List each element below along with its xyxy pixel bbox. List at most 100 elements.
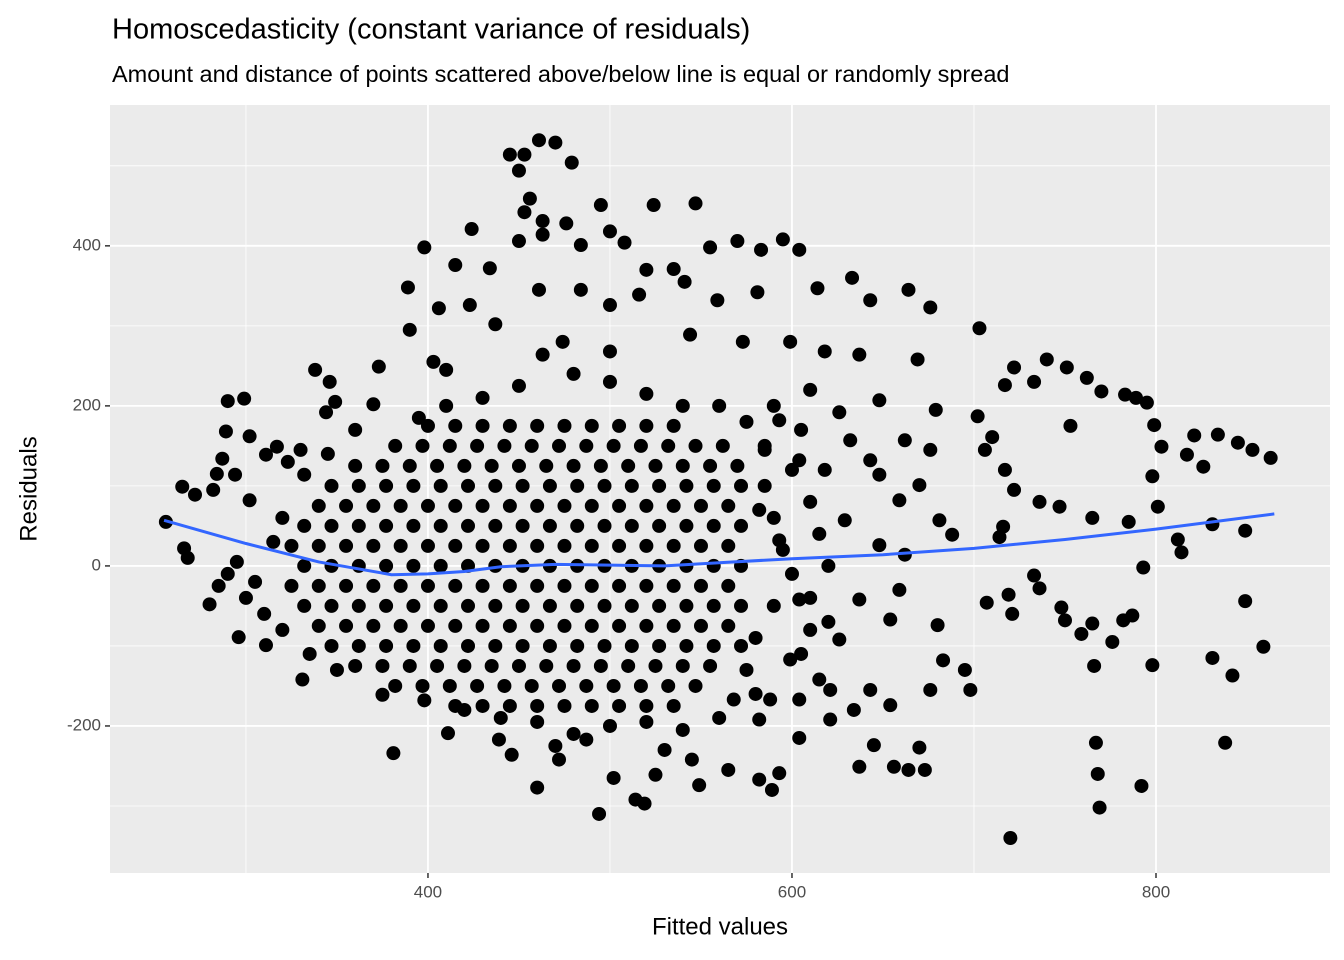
point [979,595,994,610]
point [883,698,898,713]
point [923,442,938,457]
point [502,418,517,433]
point [573,282,588,297]
point [679,518,694,533]
point [448,258,463,273]
point [351,638,366,653]
point [379,478,394,493]
point [209,466,224,481]
point [328,394,343,409]
point [511,378,526,393]
point [366,397,381,412]
point [812,526,827,541]
point [430,458,445,473]
point [897,433,912,448]
point [393,498,408,513]
point [639,386,654,401]
point [752,712,767,727]
point [923,682,938,697]
point [1174,545,1189,560]
point [417,240,432,255]
point [393,578,408,593]
point [817,462,832,477]
point [783,652,798,667]
point [557,418,572,433]
point [448,498,463,513]
point [566,726,581,741]
point [923,300,938,315]
point [293,442,308,457]
x-tick-label: 400 [414,882,442,901]
point [775,232,790,247]
point [846,702,861,717]
point [493,710,508,725]
point [431,301,446,316]
point [639,714,654,729]
point [557,498,572,513]
point [752,502,767,517]
point [297,467,312,482]
point [324,478,339,493]
point [248,574,263,589]
point [502,538,517,553]
point [677,274,692,289]
point [542,598,557,613]
point [1147,418,1162,433]
point [624,478,639,493]
point [1225,668,1240,683]
point [511,234,526,249]
point [415,438,430,453]
point [652,638,667,653]
point [928,402,943,417]
point [652,478,667,493]
point [706,478,721,493]
point [530,578,545,593]
point [311,578,326,593]
point [488,598,503,613]
point [602,224,617,239]
point [652,518,667,533]
point [258,638,273,653]
point [648,767,663,782]
y-tick-label: 0 [92,555,101,574]
point [1032,581,1047,596]
point [584,578,599,593]
point [339,578,354,593]
point [311,538,326,553]
point [202,597,217,612]
point [612,498,627,513]
point [371,359,386,374]
point [433,638,448,653]
point [557,698,572,713]
point [420,498,435,513]
point [1105,634,1120,649]
point [522,191,537,206]
point [1238,523,1253,538]
point [597,518,612,533]
point [639,418,654,433]
point [284,538,299,553]
point [997,378,1012,393]
point [297,598,312,613]
point [666,618,681,633]
point [721,578,736,593]
point [502,147,517,162]
point [433,478,448,493]
point [502,578,517,593]
point [1074,626,1089,641]
point [448,538,463,553]
point [1238,594,1253,609]
point [734,598,749,613]
point [535,347,550,362]
smooth-line [163,512,1275,577]
point [1263,450,1278,465]
point [297,518,312,533]
point [892,582,907,597]
point [402,322,417,337]
point [930,618,945,633]
point [542,478,557,493]
point [400,280,415,295]
point [794,422,809,437]
point [863,293,878,308]
